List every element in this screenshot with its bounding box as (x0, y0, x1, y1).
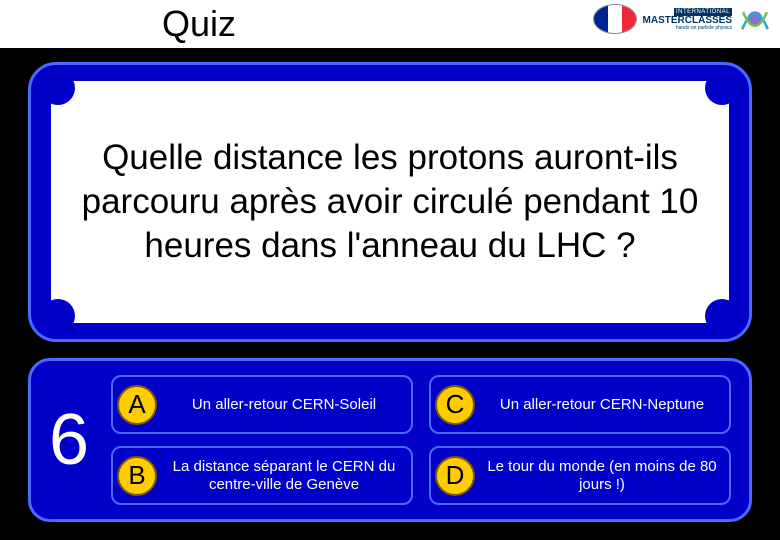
answer-option-a[interactable]: A Un aller-retour CERN-Soleil (111, 375, 413, 434)
header-bar: Quiz INTERNATIONAL MASTERCLASSES hands o… (0, 0, 780, 48)
corner-notch (705, 299, 739, 333)
question-panel: Quelle distance les protons auront-ils p… (28, 62, 752, 342)
masterclasses-icon (738, 2, 772, 36)
logo-line2: MASTERCLASSES (643, 16, 732, 26)
answer-option-b[interactable]: B La distance séparant le CERN du centre… (111, 446, 413, 505)
answer-text: Un aller-retour CERN-Neptune (483, 396, 721, 413)
answer-option-c[interactable]: C Un aller-retour CERN-Neptune (429, 375, 731, 434)
corner-notch (41, 71, 75, 105)
logo-line3: hands on particle physics (676, 26, 732, 31)
header-logos: INTERNATIONAL MASTERCLASSES hands on par… (593, 2, 772, 36)
question-text: Quelle distance les protons auront-ils p… (69, 136, 711, 267)
corner-notch (41, 299, 75, 333)
flag-france-icon (593, 4, 637, 34)
answer-letter-badge: B (117, 456, 157, 496)
content-area: Quelle distance les protons auront-ils p… (0, 48, 780, 540)
masterclasses-logo: INTERNATIONAL MASTERCLASSES hands on par… (643, 8, 732, 31)
answers-grid: A Un aller-retour CERN-Soleil C Un aller… (107, 361, 749, 519)
answer-text: Le tour du monde (en moins de 80 jours !… (483, 458, 721, 493)
answer-option-d[interactable]: D Le tour du monde (en moins de 80 jours… (429, 446, 731, 505)
question-number: 6 (31, 361, 107, 519)
answer-letter-badge: C (435, 385, 475, 425)
question-card: Quelle distance les protons auront-ils p… (51, 81, 729, 323)
answer-text: La distance séparant le CERN du centre-v… (165, 458, 403, 493)
answer-letter-badge: A (117, 385, 157, 425)
answer-text: Un aller-retour CERN-Soleil (165, 396, 403, 413)
answer-letter-badge: D (435, 456, 475, 496)
answers-panel: 6 A Un aller-retour CERN-Soleil C Un all… (28, 358, 752, 522)
corner-notch (705, 71, 739, 105)
page-title: Quiz (162, 3, 236, 45)
